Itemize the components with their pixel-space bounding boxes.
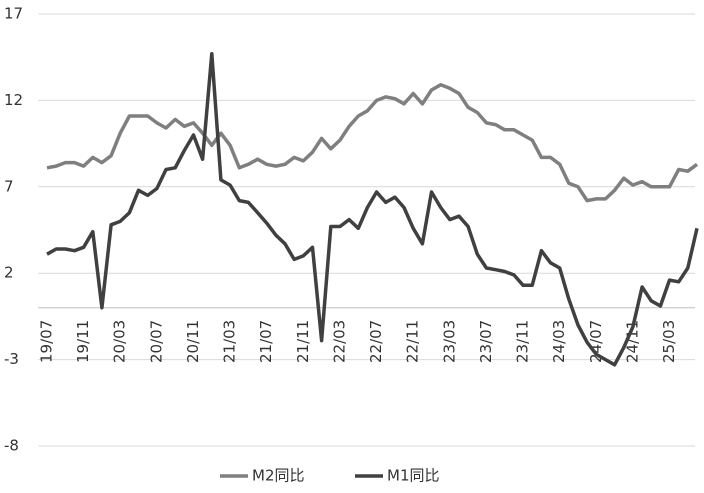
legend-label: M2同比 bbox=[252, 467, 305, 485]
x-tick-label: 21/03 bbox=[221, 320, 239, 363]
y-tick-label: 2 bbox=[4, 264, 14, 282]
x-tick-label: 20/03 bbox=[111, 320, 129, 363]
y-tick-label: 7 bbox=[4, 177, 14, 195]
x-tick-label: 24/03 bbox=[550, 320, 568, 363]
x-tick-label: 24/07 bbox=[587, 320, 605, 363]
x-tick-label: 25/03 bbox=[660, 320, 678, 363]
x-tick-label: 19/11 bbox=[74, 320, 92, 363]
x-tick-label: 23/03 bbox=[440, 320, 458, 363]
line-series bbox=[46, 51, 699, 367]
legend-label: M1同比 bbox=[387, 467, 440, 485]
x-tick-label: 21/07 bbox=[257, 320, 275, 363]
x-tick-label: 19/07 bbox=[38, 320, 56, 363]
y-tick-label: 12 bbox=[4, 91, 23, 109]
x-tick-label: 21/11 bbox=[294, 320, 312, 363]
y-tick-label: 17 bbox=[4, 5, 23, 23]
y-tick-label: -3 bbox=[4, 350, 19, 368]
x-tick-label: 23/11 bbox=[514, 320, 532, 363]
x-tick-label: 22/11 bbox=[404, 320, 422, 363]
line-series bbox=[46, 83, 699, 203]
x-tick-label: 23/07 bbox=[477, 320, 495, 363]
y-tick-label: -8 bbox=[4, 437, 19, 455]
x-tick-label: 20/11 bbox=[184, 320, 202, 363]
x-tick-label: 22/03 bbox=[330, 320, 348, 363]
x-tick-label: 20/07 bbox=[147, 320, 165, 363]
x-tick-label: 24/11 bbox=[623, 320, 641, 363]
x-tick-label: 22/07 bbox=[367, 320, 385, 363]
